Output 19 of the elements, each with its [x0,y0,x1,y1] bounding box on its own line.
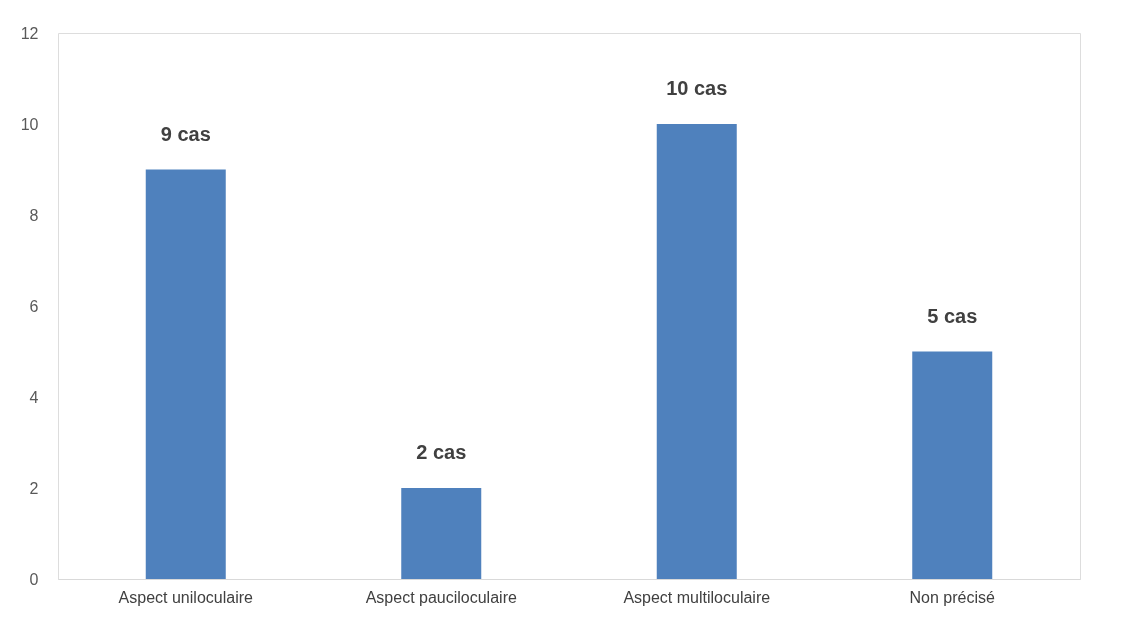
data-label: 2 cas [416,441,467,463]
y-tick-label: 0 [29,570,39,588]
x-tick-label: Aspect multiloculaire [623,588,771,606]
y-tick-label: 2 [29,479,39,497]
x-tick-label: Aspect pauciloculaire [365,588,517,606]
y-tick-label: 8 [29,206,39,224]
data-label: 10 cas [666,77,728,99]
x-tick-label: Aspect uniloculaire [118,588,253,606]
y-tick-label: 4 [29,388,39,406]
y-tick-label: 12 [20,24,39,42]
bar [401,488,482,579]
x-tick-label: Non précisé [909,588,996,606]
bar [145,169,226,579]
data-label: 5 cas [927,304,978,327]
y-tick-label: 10 [20,115,39,133]
data-label: 9 cas [160,122,211,145]
bar [912,351,993,579]
y-tick-label: 6 [29,297,39,315]
bar [656,124,737,579]
